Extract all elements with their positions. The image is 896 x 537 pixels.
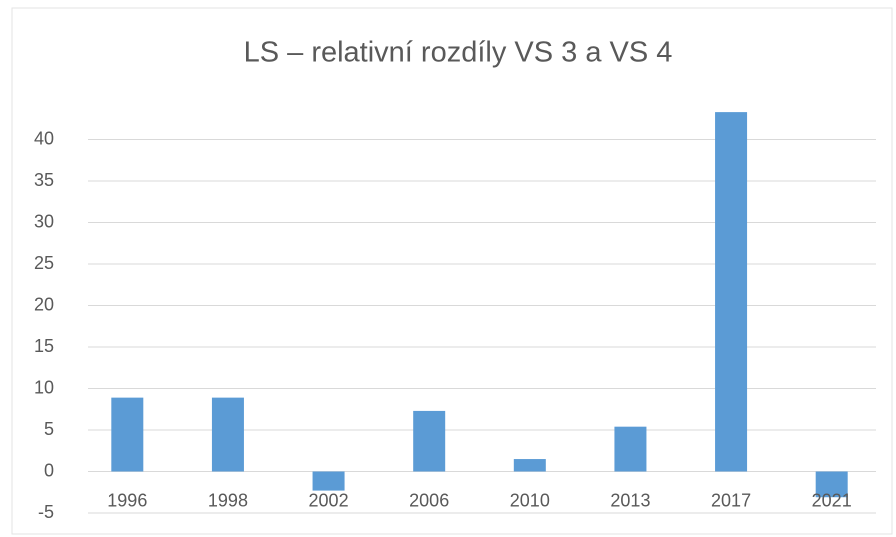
y-tick-label: 30 — [34, 211, 54, 231]
bar — [211, 397, 244, 472]
y-tick-label: -5 — [38, 502, 54, 522]
bar — [312, 471, 345, 491]
bar — [111, 397, 144, 472]
x-tick-label: 2021 — [812, 490, 852, 510]
x-tick-label: 2002 — [309, 490, 349, 510]
y-tick-label: 0 — [44, 460, 54, 480]
x-tick-label: 1996 — [107, 490, 147, 510]
y-tick-label: 40 — [34, 128, 54, 148]
bar — [815, 471, 848, 498]
x-tick-label: 2017 — [711, 490, 751, 510]
y-tick-label: 25 — [34, 253, 54, 273]
y-tick-label: 10 — [34, 377, 54, 397]
bar — [413, 410, 446, 472]
y-tick-label: 20 — [34, 294, 54, 314]
bar — [614, 426, 647, 472]
y-tick-label: 15 — [34, 336, 54, 356]
bar — [715, 112, 748, 472]
chart-frame — [11, 7, 893, 535]
x-tick-label: 1998 — [208, 490, 248, 510]
y-tick-label: 5 — [44, 419, 54, 439]
y-tick-label: 35 — [34, 170, 54, 190]
x-tick-label: 2006 — [409, 490, 449, 510]
bar — [513, 459, 546, 472]
x-tick-label: 2010 — [510, 490, 550, 510]
x-tick-label: 2013 — [610, 490, 650, 510]
chart-title: LS – relativní rozdíly VS 3 a VS 4 — [244, 37, 673, 69]
